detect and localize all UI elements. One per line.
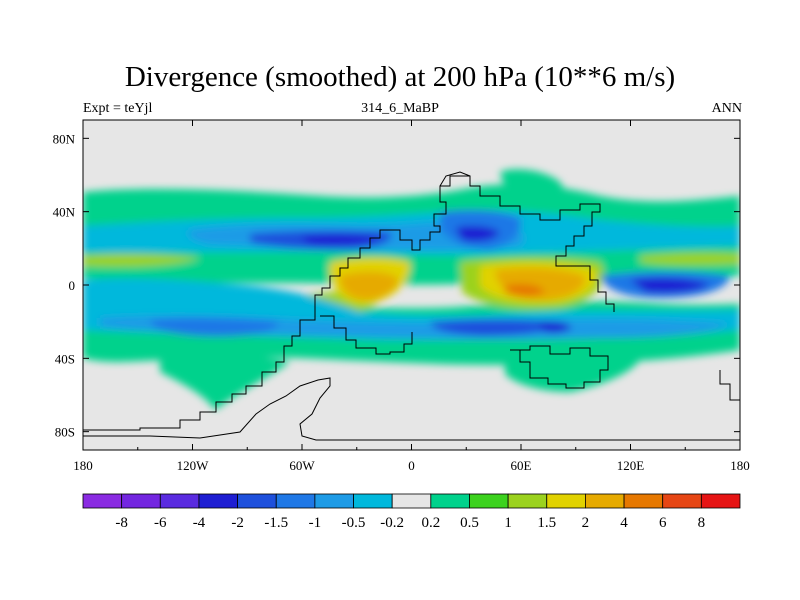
colorbar-label: -6 xyxy=(154,515,167,531)
colorbar-swatch xyxy=(469,493,509,509)
x-axis: 180 120W 60W 0 60E 120E 180 xyxy=(73,120,750,473)
field-yellowgreen-3 xyxy=(83,253,200,267)
y-tick-label: 40N xyxy=(53,205,76,220)
field-south-blue-2 xyxy=(150,317,280,337)
field-australia-green xyxy=(505,357,640,392)
x-tick-label: 60W xyxy=(289,458,315,473)
colorbar-swatch xyxy=(275,493,316,509)
field-north-deep-blue xyxy=(300,234,380,245)
colorbar-label: -0.5 xyxy=(342,515,366,531)
field-orange-2 xyxy=(340,271,398,300)
colorbar-label: -4 xyxy=(193,515,206,531)
x-tick-label: 120E xyxy=(617,458,645,473)
colorbar-swatch xyxy=(623,493,664,509)
colorbar-swatch xyxy=(700,493,741,509)
colorbar-label: -1 xyxy=(309,515,322,531)
colorbar-label: -1.5 xyxy=(264,515,288,531)
x-tick-label: 60E xyxy=(511,458,532,473)
season-label: ANN xyxy=(711,101,742,116)
field-south-deep-blue-1 xyxy=(540,321,572,333)
y-tick-label: 80N xyxy=(53,131,76,146)
x-tick-label: 120W xyxy=(177,458,210,473)
colorbar-label: 2 xyxy=(582,515,590,531)
colorbar-label: -0.2 xyxy=(380,515,404,531)
colorbar-swatch xyxy=(159,493,200,509)
field-deep-orange xyxy=(505,284,545,297)
colorbar-label: 4 xyxy=(620,515,628,531)
field-south-dark-blue-1 xyxy=(430,319,560,336)
colorbar-swatch xyxy=(82,493,123,509)
chart-title: Divergence (smoothed) at 200 hPa (10**6 … xyxy=(124,61,676,93)
colorbar-swatch xyxy=(585,493,625,509)
field-pacific-deep-blue xyxy=(630,277,710,293)
colorbar-swatch xyxy=(430,493,470,509)
colorbar-swatch xyxy=(314,493,354,509)
y-tick-label: 40S xyxy=(55,351,75,366)
coastline-americas xyxy=(314,175,615,312)
x-tick-label: 0 xyxy=(408,458,415,473)
x-tick-label: 180 xyxy=(730,458,750,473)
y-tick-label: 0 xyxy=(69,278,76,293)
x-tick-label: 180 xyxy=(73,458,93,473)
colorbar-swatch xyxy=(353,493,393,509)
field-asia-deep-blue xyxy=(455,225,500,242)
colorbar-label: 6 xyxy=(659,515,667,531)
colorbar-swatch xyxy=(507,493,548,509)
colorbar: -8 -6 -4 -2 -1.5 -1 -0.5 -0.2 0.2 0.5 1 1.5 2 4 6 8 xyxy=(82,493,741,531)
colorbar-label: 8 xyxy=(698,515,706,531)
continent-outlines xyxy=(83,171,740,441)
colorbar-swatch xyxy=(662,493,702,509)
coastline-far-east xyxy=(719,370,740,401)
divergence-field xyxy=(83,169,740,410)
colorbar-label: 0.5 xyxy=(460,515,479,531)
colorbar-label: 1.5 xyxy=(537,515,556,531)
colorbar-swatch xyxy=(198,493,238,509)
y-axis: 80N 40N 0 40S 80S xyxy=(53,131,740,440)
colorbar-swatch xyxy=(237,493,277,509)
colorbar-label: -2 xyxy=(231,515,244,531)
map-panel xyxy=(82,119,741,451)
experiment-label: Expt = teYjl xyxy=(83,101,153,116)
coastline-africa xyxy=(320,315,413,355)
coastline-antarctica xyxy=(83,377,740,441)
run-label: 314_6_MaBP xyxy=(361,101,439,116)
coastline-south-america xyxy=(83,305,316,431)
y-tick-label: 80S xyxy=(55,425,75,440)
field-tibet-green xyxy=(500,169,564,210)
field-far-south-green xyxy=(160,351,290,410)
colorbar-swatch xyxy=(391,493,432,509)
colorbar-label: 1 xyxy=(504,515,512,531)
colorbar-swatch xyxy=(546,493,586,509)
colorbar-label: -8 xyxy=(115,515,128,531)
field-yellowgreen-4 xyxy=(640,252,740,266)
coastline-australia xyxy=(510,345,609,389)
coastline-greenland xyxy=(439,171,471,187)
colorbar-label: 0.2 xyxy=(421,515,440,531)
colorbar-swatch xyxy=(121,493,161,509)
